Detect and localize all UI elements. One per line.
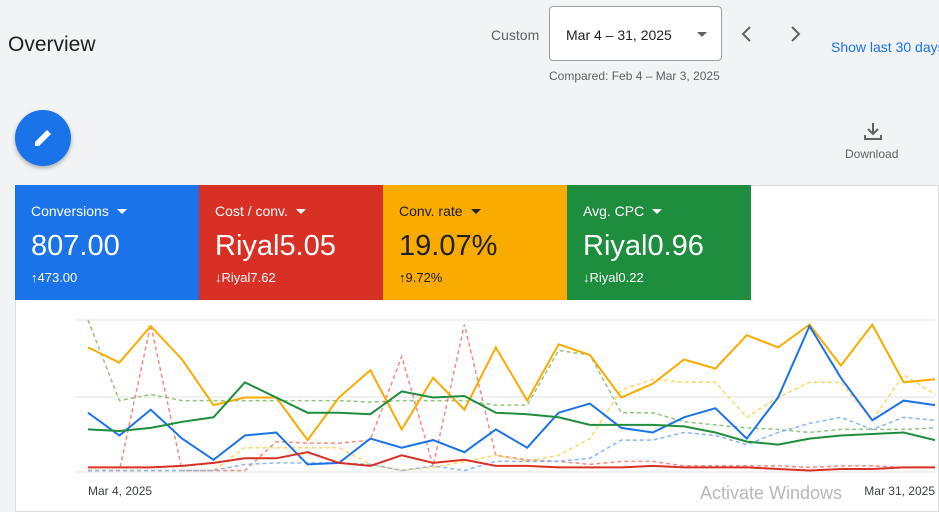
chart: Mar 4, 2025 Mar 31, 2025	[75, 319, 936, 498]
metric-change: ↓Riyal0.22	[583, 270, 644, 285]
metric-label: Cost / conv.	[215, 203, 306, 219]
series-line	[87, 381, 936, 446]
pencil-icon	[35, 130, 51, 146]
date-range: Mar 4 – 31, 2025	[566, 27, 672, 43]
date-picker[interactable]: Mar 4 – 31, 2025	[549, 6, 722, 61]
metric-name: Conversions	[31, 203, 109, 219]
metric-label: Conversions	[31, 203, 127, 219]
metric-name: Cost / conv.	[215, 203, 288, 219]
nav-arrows	[741, 26, 801, 42]
metric-change: ↑473.00	[31, 270, 78, 285]
x-tick-label: Mar 31, 2025	[864, 484, 935, 498]
next-button[interactable]	[791, 26, 801, 42]
metric-value: Riyal0.96	[583, 230, 704, 262]
metric-label: Conv. rate	[399, 203, 481, 219]
range-label: Custom	[491, 27, 540, 43]
series-line	[87, 322, 936, 442]
series-line	[87, 323, 936, 466]
metric-name: Avg. CPC	[583, 203, 645, 219]
page-title: Overview	[8, 33, 96, 56]
metric-card[interactable]: Conv. rate 19.07% ↑9.72%	[383, 185, 567, 300]
dropdown-arrow	[295, 209, 306, 219]
metric-label: Avg. CPC	[583, 203, 663, 219]
metric-value: 807.00	[31, 230, 120, 262]
dropdown-arrow	[652, 209, 663, 219]
metric-card[interactable]: Conversions 807.00 ↑473.00	[15, 185, 199, 300]
prev-button[interactable]	[741, 26, 751, 42]
compared-range: Compared: Feb 4 – Mar 3, 2025	[549, 69, 720, 83]
metric-card[interactable]: Avg. CPC Riyal0.96 ↓Riyal0.22	[567, 185, 751, 300]
download-icon[interactable]	[862, 121, 884, 141]
metric-change: ↓Riyal7.62	[215, 270, 276, 285]
metric-value: 19.07%	[399, 230, 498, 262]
edit-button[interactable]	[15, 110, 71, 166]
show-last-link[interactable]: Show last 30 days	[831, 39, 939, 55]
metric-value: Riyal5.05	[215, 230, 336, 262]
dropdown-arrow	[116, 209, 127, 219]
dropdown-arrow	[697, 32, 707, 42]
series-line	[88, 324, 935, 472]
dropdown-arrow	[470, 209, 481, 219]
metric-change: ↑9.72%	[399, 270, 443, 285]
series-line	[88, 373, 936, 472]
metric-name: Conv. rate	[399, 203, 463, 219]
series-line	[88, 451, 935, 472]
metric-card[interactable]: Cost / conv. Riyal5.05 ↓Riyal7.62	[199, 185, 383, 300]
x-tick-label: Mar 4, 2025	[88, 484, 152, 498]
watermark: Activate Windows	[700, 483, 843, 503]
download-label[interactable]: Download	[845, 147, 899, 161]
series-line	[88, 416, 936, 472]
